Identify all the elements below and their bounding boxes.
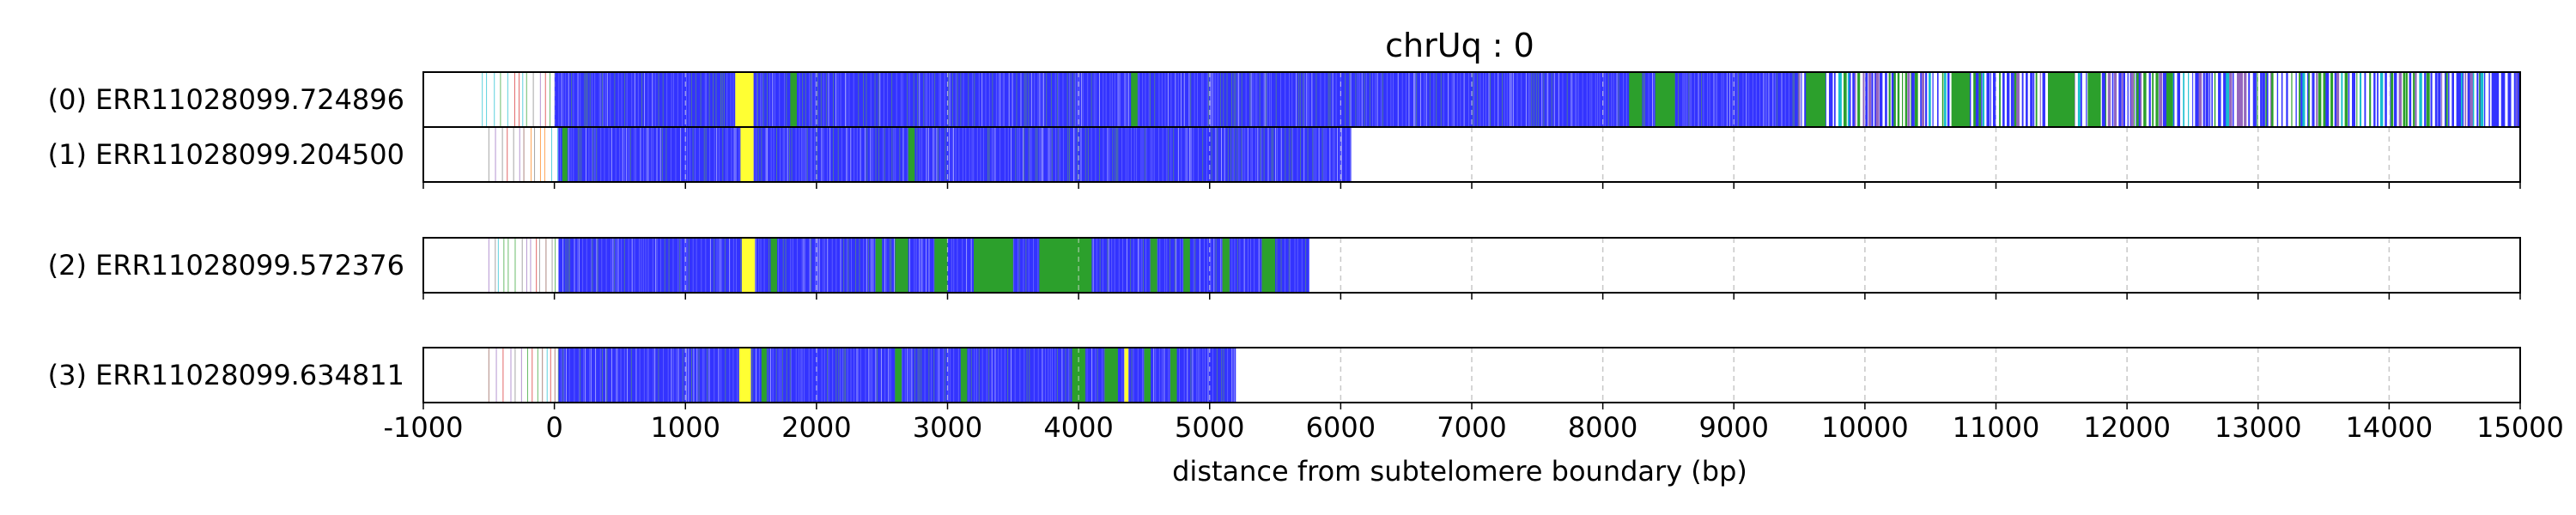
green-band	[1223, 238, 1230, 293]
green-band	[875, 238, 883, 293]
green-band	[1183, 238, 1190, 293]
green-band	[1072, 348, 1085, 403]
green-band	[1655, 72, 1675, 127]
yellow-band	[740, 127, 754, 182]
green-band	[1806, 72, 1826, 127]
read-label: (0) ERR11028099.724896	[48, 83, 404, 116]
green-band	[1131, 72, 1138, 127]
x-tick-label: 5000	[1175, 411, 1244, 444]
green-band	[1170, 348, 1177, 403]
x-tick-label: 7000	[1437, 411, 1506, 444]
green-band	[934, 238, 948, 293]
green-band	[761, 348, 767, 403]
read-label: (1) ERR11028099.204500	[48, 138, 404, 171]
read-row: (3) ERR11028099.634811	[48, 347, 2521, 409]
yellow-band	[738, 348, 751, 403]
x-tick-label: 0	[545, 411, 562, 444]
read-label: (3) ERR11028099.634811	[48, 359, 404, 391]
x-tick-label: 6000	[1306, 411, 1376, 444]
read-row: (0) ERR11028099.724896	[48, 71, 2521, 128]
yellow-band	[741, 238, 756, 293]
green-band	[2048, 72, 2075, 127]
x-tick-label: 2000	[781, 411, 851, 444]
x-tick-label: 14000	[2345, 411, 2433, 444]
green-band	[1956, 72, 1970, 127]
green-band	[2087, 72, 2101, 127]
green-band	[960, 348, 968, 403]
x-tick-label: 8000	[1568, 411, 1637, 444]
blue-repeat-block	[558, 127, 1352, 182]
x-tick-label: 11000	[1953, 411, 2040, 444]
x-tick-label: 4000	[1043, 411, 1113, 444]
yellow-band	[1124, 348, 1129, 403]
x-tick-label: 9000	[1699, 411, 1769, 444]
x-tick-label: 3000	[913, 411, 982, 444]
green-band	[562, 127, 568, 182]
read-rows: (0) ERR11028099.724896 (1) ERR11028099.20…	[48, 71, 2521, 409]
x-axis-ticks: -1000 0 1000 2000 3000 4000 5000 6000 7000 8000 90…	[384, 411, 2564, 444]
green-band	[1039, 238, 1092, 293]
green-band	[770, 238, 778, 293]
green-band	[908, 127, 915, 182]
x-tick-label: 1000	[651, 411, 720, 444]
green-band	[1144, 348, 1151, 403]
read-row: (2) ERR11028099.572376	[48, 237, 2521, 300]
read-row: (1) ERR11028099.204500	[48, 126, 2521, 189]
chart-title: chrUq : 0	[1385, 27, 1534, 64]
x-axis-label: distance from subtelomere boundary (bp)	[1172, 455, 1747, 488]
green-band	[974, 238, 1013, 293]
green-band	[895, 348, 902, 403]
x-tick-label: 15000	[2476, 411, 2564, 444]
green-band	[2166, 72, 2173, 127]
x-tick-label: -1000	[384, 411, 464, 444]
yellow-band	[735, 72, 754, 127]
green-band	[1629, 72, 1643, 127]
x-tick-label: 13000	[2215, 411, 2302, 444]
green-band	[790, 72, 797, 127]
green-band	[1151, 238, 1157, 293]
green-band	[1261, 238, 1276, 293]
green-band	[895, 238, 908, 293]
read-label: (2) ERR11028099.572376	[48, 249, 404, 282]
green-band	[1104, 348, 1118, 403]
x-tick-label: 12000	[2083, 411, 2171, 444]
x-tick-label: 10000	[1821, 411, 1909, 444]
